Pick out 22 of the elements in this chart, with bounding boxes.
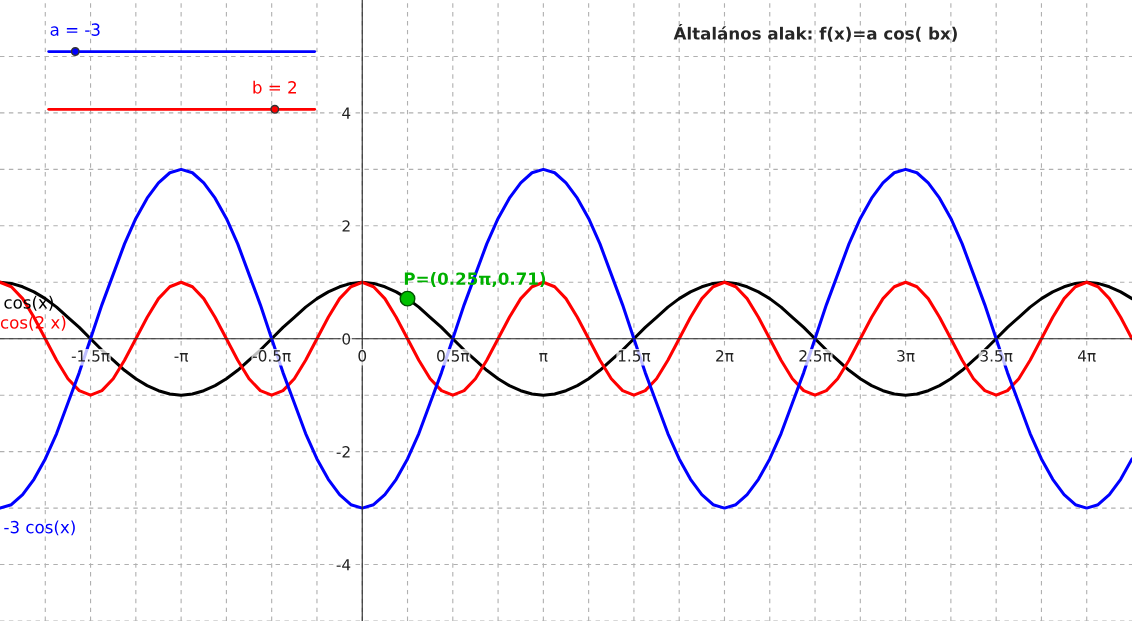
x-tick-label: 3π [897,350,915,362]
x-tick-label: -1.5π [71,350,110,362]
y-tick-label: 0 [342,333,351,345]
x-tick-label: 0 [358,350,367,362]
x-tick-label: -π [174,353,189,362]
x-tick-label: 4π [1078,350,1096,362]
series-label: -3 cos(x) [4,520,75,536]
x-tick-label: 1.5π [618,350,651,362]
x-tick-label: 2π [716,350,734,362]
x-tick-label: 0.5π [437,350,470,362]
y-tick-label: 4 [342,107,351,119]
x-tick-label: -0.5π [252,350,291,362]
y-tick-label: -4 [336,559,351,571]
y-tick-label: 2 [342,220,350,232]
x-tick-label: 3.5π [980,350,1013,362]
y-tick-label: -2 [336,446,350,458]
annotation: a = -3 [50,23,100,36]
line-series [0,167,1132,510]
x-tick-label: π [539,353,548,362]
annotation: b = 2 [253,80,296,94]
x-tick-label: 2.5π [799,350,832,362]
text: Általános alak: f(x)=a cos( bx) [673,24,957,42]
